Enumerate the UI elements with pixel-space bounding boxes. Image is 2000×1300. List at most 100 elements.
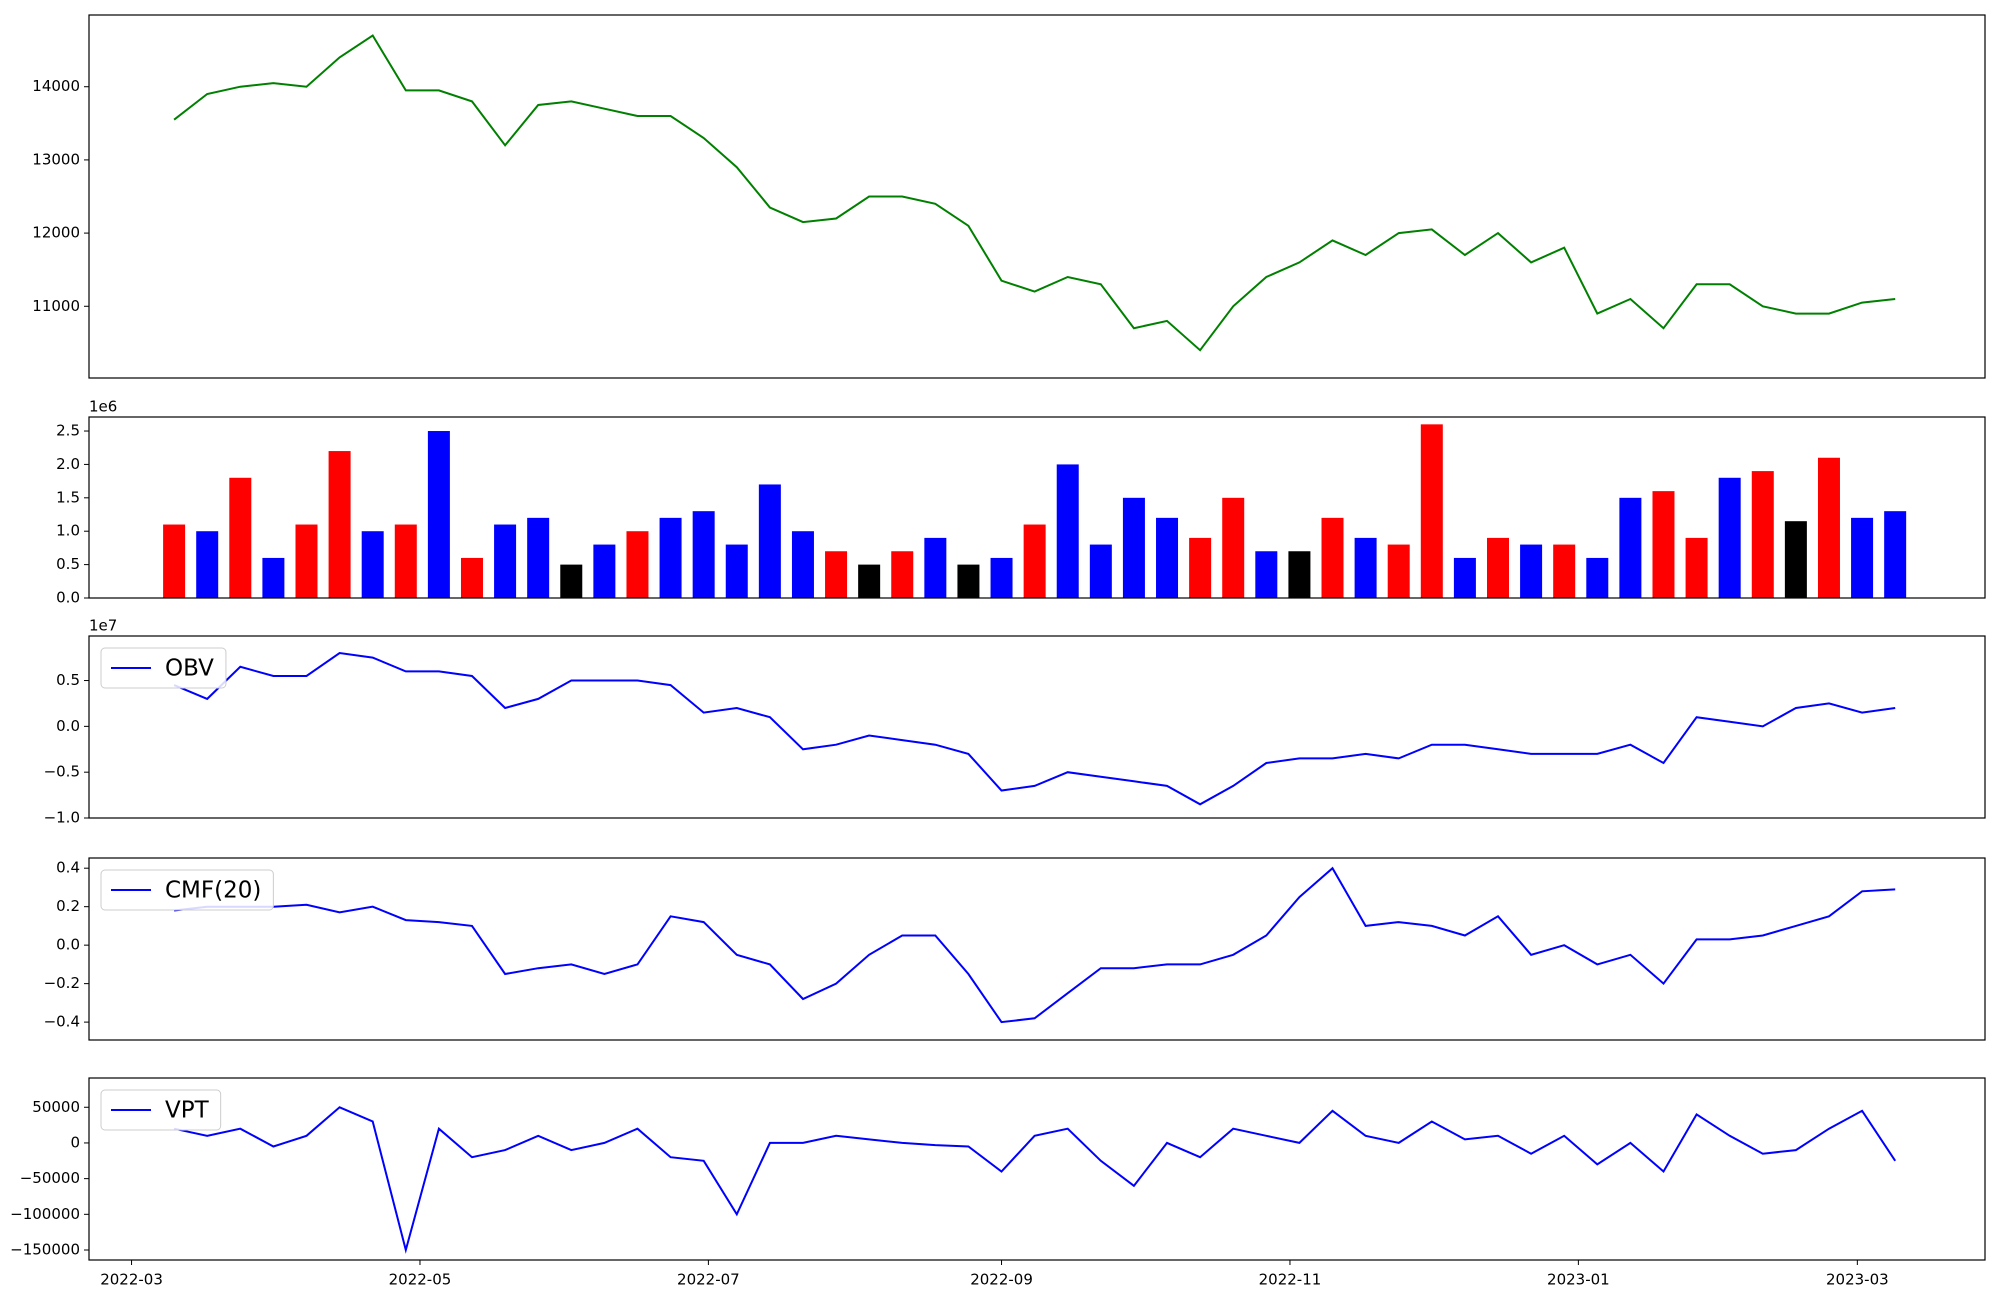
y-tick-label: −100000 [10,1205,80,1223]
y-tick-label: 2.0 [56,455,80,473]
y-tick-label: −0.2 [44,974,80,992]
volume-bar [1387,544,1410,598]
x-tick-label: 2022-03 [100,1271,163,1289]
volume-bar [262,557,285,598]
volume-bar [1122,497,1145,598]
axes-frame [88,14,1986,379]
axes-frame [88,1077,1986,1261]
volume-bar [593,544,616,598]
y-tick-label: 0.5 [56,555,80,573]
volume-bar [460,557,483,598]
volume-bar [394,524,417,598]
y-tick-label: 0.0 [56,717,80,735]
y-tick-label: −0.5 [44,763,80,781]
y-tick-label: 0.5 [56,671,80,689]
volume-bar [990,557,1013,598]
volume-bar [1619,497,1642,598]
volume-bar [626,531,649,598]
panel: −150000 −100000 −50000 0 50000 2022-03 2022-05… [10,1077,1986,1289]
volume-bar [361,531,384,598]
volume-bar [494,524,517,598]
volume-bar [924,537,947,598]
volume-bar [229,477,252,598]
volume-bar [1189,537,1212,598]
line [173,34,1896,352]
volume-bar [1685,537,1708,598]
volume-bar [1652,491,1675,598]
panel: −0.4 −0.2 0.0 0.2 0.4 CMF(20) [44,857,1986,1041]
x-tick-label: 2022-09 [970,1271,1033,1289]
volume-bar [328,451,351,598]
volume-bar [1089,544,1112,598]
volume-bar [1851,517,1874,598]
volume-bar [1056,464,1079,598]
volume-bar [163,524,186,598]
volume-bar [1288,551,1311,598]
volume-bar [1520,544,1543,598]
volume-bar [1156,517,1179,598]
volume-bar [1718,477,1741,598]
y-tick-label: 0.0 [56,589,80,607]
x-tick-label: 2022-07 [677,1271,740,1289]
legend-label: VPT [165,1098,210,1124]
y-tick-label: 50000 [32,1098,80,1116]
y-tick-label: −1.0 [44,809,80,827]
axes-frame [88,416,1986,599]
volume-bar [1023,524,1046,598]
axis-offset-label: 1e7 [89,617,117,635]
volume-bar [1586,557,1609,598]
y-tick-label: 0.2 [56,897,80,915]
panel: 0.0 0.5 1.0 1.5 2.0 2.5 1e6 [56,398,1986,607]
panel: 11000 12000 13000 14000 [32,14,1986,379]
x-tick-label: 2023-01 [1547,1271,1610,1289]
volume-bar [1553,544,1576,598]
volume-bar [295,524,318,598]
y-tick-label: 13000 [32,150,80,168]
y-tick-label: −150000 [10,1241,80,1259]
legend-box [100,1089,222,1131]
volume-bar [427,431,450,598]
volume-bar [891,551,914,598]
volume-bar [692,511,715,598]
y-tick-label: −0.4 [44,1013,80,1031]
volume-bar [725,544,748,598]
y-tick-label: 1.0 [56,522,80,540]
legend-label: OBV [165,656,214,682]
line [173,651,1896,806]
y-tick-label: 11000 [32,297,80,315]
volume-bar [758,484,781,598]
axis-offset-label: 1e6 [89,398,117,416]
legend-label: CMF(20) [165,878,261,904]
volume-bar [1453,557,1476,598]
volume-bar [825,551,848,598]
volume-bar [1884,511,1907,598]
y-tick-label: 12000 [32,224,80,242]
y-tick-label: 1.5 [56,488,80,506]
volume-bar [659,517,682,598]
volume-bar [1817,457,1840,598]
volume-bar [1255,551,1278,598]
volume-bar [1420,424,1443,598]
axes-frame [88,857,1986,1041]
line [173,1106,1897,1254]
volume-bar [1784,521,1807,598]
axes-frame [88,635,1986,819]
volume-bar [196,531,219,598]
legend-box [100,869,274,911]
volume-bar [858,564,881,598]
x-tick-label: 2022-05 [389,1271,452,1289]
volume-bar [1751,471,1774,598]
volume-bar [1354,537,1377,598]
y-tick-label: 0 [70,1133,80,1151]
volume-bar [1486,537,1509,598]
line [173,866,1896,1024]
volume-bar [1222,497,1245,598]
y-tick-label: 14000 [32,77,80,95]
volume-bar [527,517,550,598]
legend-box [100,647,227,689]
y-tick-label: 0.4 [56,859,80,877]
panel: −1.0 −0.5 0.0 0.5 1e7 OBV [44,617,1986,827]
volume-bar [957,564,980,598]
volume-bar [791,531,814,598]
